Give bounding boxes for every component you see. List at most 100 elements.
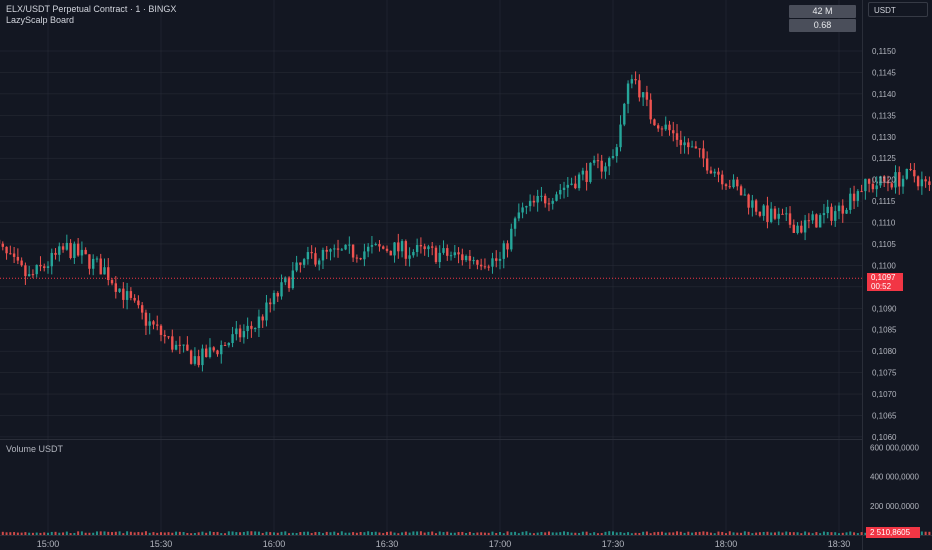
volume-bar [853,532,856,535]
volume-bar [789,532,792,535]
volume-bar [167,532,170,535]
candle-body [348,244,351,246]
volume-bar [755,532,758,535]
candle-body [235,328,238,335]
candle-body [630,79,634,84]
candle-body [382,246,385,249]
candle-body [438,252,441,263]
candle-body [110,280,114,284]
volume-bar [291,532,294,535]
candle-body [570,183,573,185]
candle-body [133,297,136,301]
candle-body [269,302,272,305]
volume-bar [416,531,419,535]
candle-body [329,249,332,252]
time-axis[interactable]: 15:00 15:30 16:00 16:30 17:00 17:30 18:00 18:30… [37,539,932,549]
candle-body [446,248,449,256]
candle-body [916,176,920,187]
volume-series [0,531,931,535]
candle-body [536,195,539,203]
volume-bar [16,532,19,535]
candle-body [340,249,343,251]
candle-body [246,325,249,332]
candle-body [205,348,208,358]
volume-bar [472,532,475,535]
indicator-name[interactable]: LazyScalp Board [6,15,75,25]
candle-body [626,83,630,104]
volume-bar [160,532,162,535]
volume-bar [747,531,750,535]
volume-bar [792,532,795,535]
volume-bar [227,531,230,535]
volume-bar [514,531,517,535]
candle-body [528,200,532,207]
candle-body [841,205,844,214]
price-tick-label: 0,1135 [872,111,896,120]
candle-body [374,244,377,246]
candle-body [596,160,600,162]
candle-body [43,266,46,268]
volume-bar [182,532,185,535]
candle-body [231,334,234,343]
price-axis[interactable]: 0,1150 0,1145 0,1140 0,1135 0,1130 0,1125 0,11… [872,47,897,442]
candle-body [623,103,626,125]
symbol-title[interactable]: ELX/USDT Perpetual Contract · 1 · BINGX [6,4,177,14]
candle-body [449,255,453,257]
volume-bar [235,532,238,535]
candle-body [491,258,494,267]
volume-bar [838,533,840,535]
volume-bar [152,532,155,535]
candle-body [815,214,818,228]
volume-bar [1,531,4,535]
candle-body [547,203,551,205]
candle-body [216,350,219,355]
time-tick-label: 16:30 [376,539,399,549]
candle-body [510,228,513,250]
volume-pane-title[interactable]: Volume USDT [6,444,64,454]
board-natr-value: 0.68 [789,19,856,32]
price-tick-label: 0,1060 [872,433,897,442]
candle-body [393,242,396,256]
candle-body [46,266,50,268]
volume-bar [623,532,626,535]
volume-bar [596,533,599,535]
candle-body [54,252,57,255]
candle-body [69,242,72,258]
candle-body [845,209,848,214]
volume-bar [65,531,68,535]
volume-bar [239,532,242,535]
candle-body [544,195,547,204]
candle-body [894,172,897,188]
candle-body [525,206,528,208]
volume-bar [630,533,633,535]
volume-bar [141,532,144,535]
candle-body [118,288,121,292]
candle-body [532,200,536,203]
volume-bar [638,532,641,535]
candle-body [351,244,355,258]
price-tick-label: 0,1085 [872,326,897,335]
volume-bar [559,532,562,535]
candle-body [513,218,517,229]
chart-grid [0,0,862,535]
volume-bar [856,533,859,535]
volume-bar [299,532,302,535]
volume-bar [216,531,219,535]
candle-body [193,356,197,364]
candle-body [566,184,569,188]
volume-bar [928,531,931,535]
candle-body [20,260,23,266]
currency-selector[interactable]: USDT [868,2,928,17]
volume-bar [31,532,34,535]
volume-bar [841,532,844,535]
candle-body [883,176,886,182]
volume-bar [604,531,607,535]
candle-body [875,185,878,190]
volume-bar [679,531,682,535]
volume-bar [73,532,76,535]
candle-body [333,248,336,250]
candle-body [84,249,87,255]
candle-body [785,213,788,215]
candle-body [385,248,389,251]
